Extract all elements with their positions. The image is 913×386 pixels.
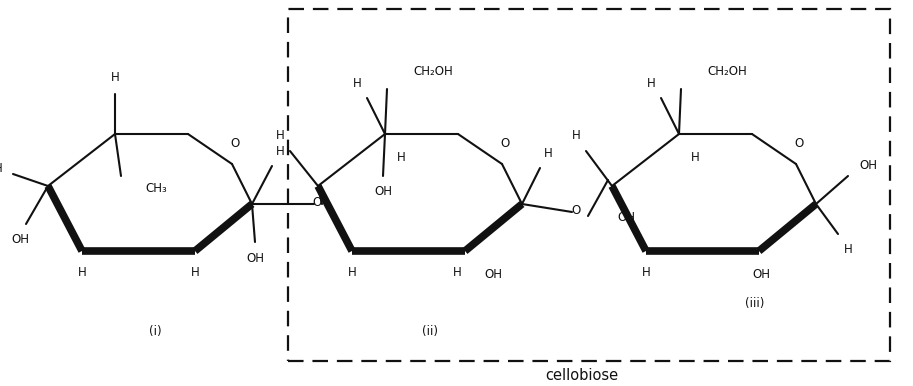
Text: OH: OH [246, 252, 264, 266]
Text: CH₂OH: CH₂OH [413, 66, 453, 78]
Text: H: H [690, 151, 699, 164]
Text: O: O [572, 205, 581, 217]
Text: OH: OH [484, 269, 502, 281]
Text: cellobiose: cellobiose [545, 369, 619, 384]
Text: H: H [572, 129, 581, 142]
Text: (ii): (ii) [422, 325, 438, 337]
Text: H: H [543, 147, 552, 161]
Text: H: H [276, 146, 284, 159]
Text: OH: OH [11, 234, 29, 247]
Text: H: H [0, 163, 3, 176]
Text: OH: OH [374, 186, 392, 198]
Text: H: H [348, 266, 356, 279]
Text: CH₂OH: CH₂OH [707, 66, 747, 78]
Text: H: H [453, 266, 461, 279]
Text: H: H [110, 71, 120, 85]
Text: H: H [78, 266, 87, 279]
Text: O: O [230, 137, 239, 151]
Text: H: H [191, 266, 199, 279]
Text: (iii): (iii) [745, 298, 765, 310]
Text: H: H [844, 244, 853, 257]
Text: O: O [794, 137, 803, 151]
Text: H: H [646, 78, 656, 90]
Text: O: O [312, 196, 321, 210]
Text: H: H [396, 151, 405, 164]
Text: O: O [500, 137, 509, 151]
Text: H: H [352, 78, 362, 90]
Text: OH: OH [617, 212, 635, 225]
Text: H: H [276, 129, 284, 142]
Text: OH: OH [752, 269, 770, 281]
Text: (i): (i) [149, 325, 162, 337]
Text: CH₃: CH₃ [145, 183, 167, 195]
Text: H: H [642, 266, 650, 279]
Text: OH: OH [859, 159, 877, 173]
